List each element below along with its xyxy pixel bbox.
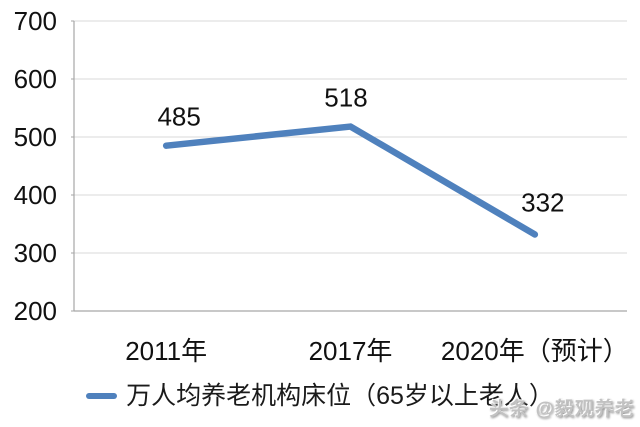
- watermark: 头条 @毅观养老: [489, 399, 635, 420]
- x-tick-label: 2020年（预计）: [441, 336, 629, 366]
- legend: 万人均养老机构床位（65岁以上老人）: [0, 381, 640, 411]
- y-tick-label: 200: [14, 296, 57, 326]
- series-line: [162, 123, 539, 238]
- data-label: 332: [521, 187, 564, 217]
- y-tick-label: 500: [14, 122, 57, 152]
- y-tick-label: 600: [14, 64, 57, 94]
- legend-label: 万人均养老机构床位（65岁以上老人）: [126, 381, 554, 410]
- legend-line-marker: [86, 393, 118, 399]
- data-label: 518: [324, 83, 367, 113]
- data-label: 485: [157, 102, 200, 132]
- x-tick-label: 2017年: [309, 336, 393, 366]
- x-tick-label: 2011年: [125, 336, 207, 366]
- y-tick-label: 700: [14, 6, 57, 36]
- y-tick-label: 400: [14, 180, 57, 210]
- y-tick-label: 300: [14, 238, 57, 268]
